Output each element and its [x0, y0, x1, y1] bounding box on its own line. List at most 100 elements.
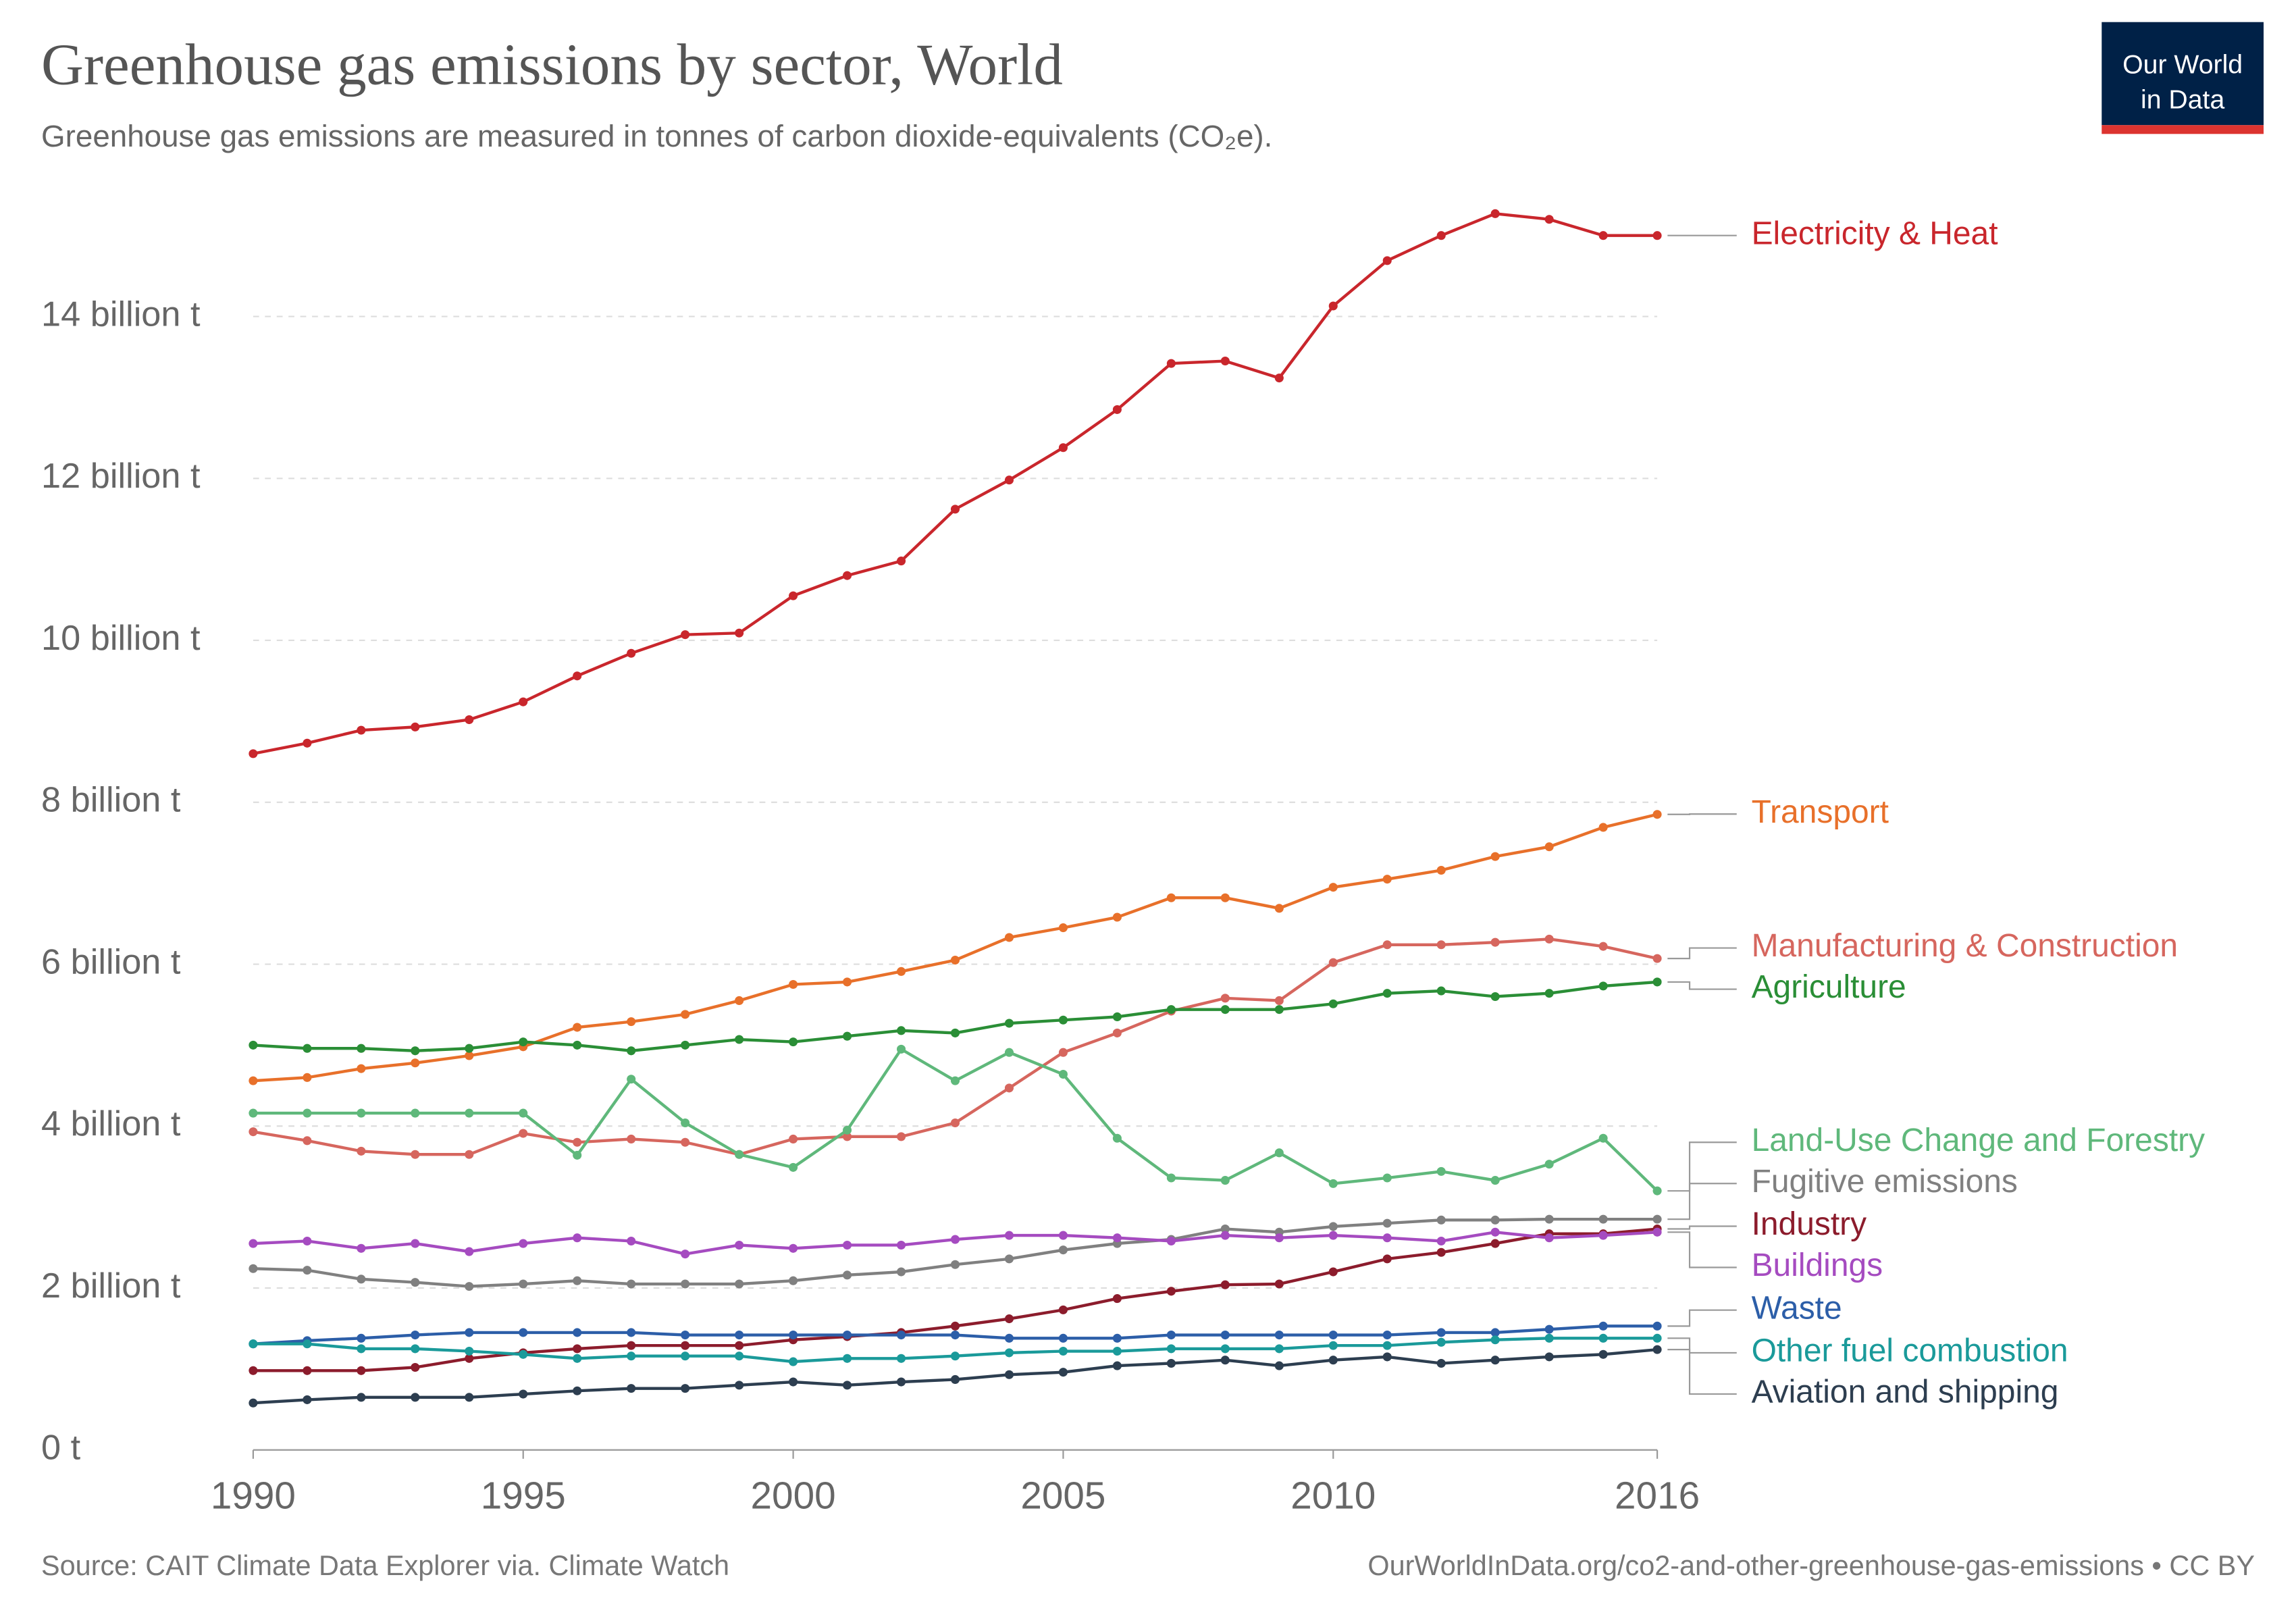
x-tick-label: 2010 — [1290, 1475, 1376, 1518]
series-label: Aviation and shipping — [1752, 1374, 2059, 1410]
data-point — [950, 1330, 960, 1340]
data-point — [1058, 1231, 1068, 1240]
data-point — [627, 648, 636, 658]
data-point — [1004, 1333, 1014, 1343]
data-point — [1328, 1179, 1338, 1188]
data-point — [735, 1381, 744, 1390]
y-tick-label: 14 billion t — [41, 294, 201, 334]
data-point — [1220, 1176, 1230, 1185]
data-point — [519, 1037, 528, 1047]
data-point — [1058, 923, 1068, 933]
data-point — [1274, 1148, 1284, 1158]
data-point — [573, 1137, 582, 1147]
data-point — [1220, 356, 1230, 366]
data-point — [1544, 989, 1554, 998]
data-point — [1490, 1328, 1500, 1337]
data-point — [843, 1125, 852, 1135]
data-point — [950, 956, 960, 965]
series-label: Agriculture — [1752, 969, 1906, 1005]
data-point — [789, 1037, 798, 1047]
data-point — [1058, 1333, 1068, 1343]
label-connector — [1667, 1231, 1737, 1268]
data-point — [1058, 1048, 1068, 1057]
data-point — [735, 1341, 744, 1350]
data-point — [303, 1366, 312, 1375]
data-point — [357, 725, 366, 735]
data-point — [411, 1108, 420, 1118]
data-point — [519, 1108, 528, 1118]
data-point — [627, 1134, 636, 1143]
series-label: Manufacturing & Construction — [1752, 928, 2178, 964]
data-point — [789, 1243, 798, 1253]
data-point — [1166, 1287, 1176, 1296]
data-point — [1220, 1330, 1230, 1340]
data-point — [1652, 977, 1662, 987]
data-point — [411, 1344, 420, 1354]
data-point — [735, 1279, 744, 1289]
data-point — [1328, 1231, 1338, 1240]
data-point — [1598, 942, 1608, 951]
data-point — [1058, 443, 1068, 453]
data-point — [1544, 1352, 1554, 1362]
data-point — [843, 1270, 852, 1280]
data-point — [789, 1377, 798, 1387]
logo-text: Our World — [2122, 49, 2243, 79]
data-point — [1112, 1012, 1122, 1021]
data-point — [411, 1239, 420, 1248]
data-point — [681, 1384, 690, 1393]
data-point — [573, 1328, 582, 1337]
data-point — [1112, 1346, 1122, 1356]
data-point — [249, 1239, 258, 1248]
y-tick-label: 0 t — [41, 1429, 81, 1468]
logo-bar — [2102, 125, 2264, 134]
data-point — [1220, 1005, 1230, 1014]
data-point — [1598, 231, 1608, 240]
data-point — [411, 1362, 420, 1372]
data-point — [1490, 1239, 1500, 1248]
data-point — [1004, 1019, 1014, 1028]
data-point — [627, 1328, 636, 1337]
data-point — [789, 1162, 798, 1172]
data-point — [843, 1354, 852, 1363]
data-point — [519, 1239, 528, 1248]
series-label: Land-Use Change and Forestry — [1752, 1123, 2206, 1158]
data-point — [1328, 1330, 1338, 1340]
label-connector — [1667, 1225, 1737, 1230]
data-point — [950, 1028, 960, 1037]
data-point — [411, 1058, 420, 1068]
data-point — [1058, 1070, 1068, 1079]
data-point — [681, 1250, 690, 1259]
data-point — [896, 1044, 906, 1054]
label-connector — [1667, 947, 1737, 960]
data-point — [519, 1129, 528, 1138]
data-point — [1544, 1324, 1554, 1334]
data-point — [1220, 1356, 1230, 1365]
data-point — [1652, 1333, 1662, 1343]
data-point — [1598, 823, 1608, 832]
data-point — [303, 1073, 312, 1082]
data-point — [1112, 1333, 1122, 1343]
data-point — [950, 1076, 960, 1085]
series-label: Buildings — [1752, 1247, 1883, 1283]
data-point — [1004, 1254, 1014, 1264]
data-point — [1058, 1015, 1068, 1025]
data-point — [1220, 1280, 1230, 1289]
data-point — [1652, 1321, 1662, 1331]
data-point — [950, 1260, 960, 1269]
data-point — [1274, 1005, 1284, 1014]
data-point — [1166, 1358, 1176, 1368]
data-point — [1490, 1215, 1500, 1225]
data-point — [249, 1339, 258, 1349]
data-point — [1382, 940, 1392, 950]
data-point — [896, 967, 906, 976]
data-point — [1382, 1173, 1392, 1183]
data-point — [249, 1076, 258, 1085]
x-tick-label: 1995 — [481, 1475, 566, 1518]
data-point — [1328, 1267, 1338, 1277]
data-point — [735, 1240, 744, 1250]
label-connector — [1667, 1309, 1737, 1327]
x-tick-label: 2016 — [1615, 1475, 1700, 1518]
data-point — [573, 1040, 582, 1050]
data-point — [1436, 1236, 1446, 1246]
